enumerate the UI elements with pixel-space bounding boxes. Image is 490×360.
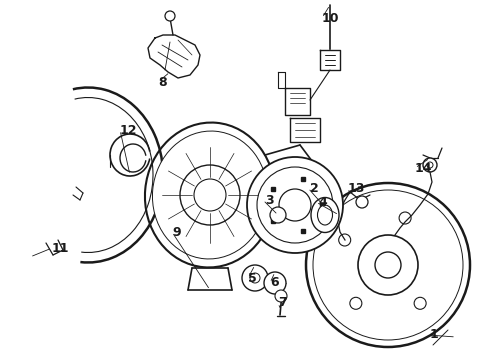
Circle shape xyxy=(306,183,470,347)
Circle shape xyxy=(275,290,287,302)
Text: 14: 14 xyxy=(415,162,433,175)
Circle shape xyxy=(423,158,437,172)
Text: 10: 10 xyxy=(322,12,340,24)
Circle shape xyxy=(356,196,368,208)
Text: 7: 7 xyxy=(278,297,287,310)
Text: 9: 9 xyxy=(172,225,181,238)
Text: 11: 11 xyxy=(52,242,70,255)
Circle shape xyxy=(279,189,311,221)
Ellipse shape xyxy=(311,198,339,233)
Text: 3: 3 xyxy=(265,194,273,207)
Text: 4: 4 xyxy=(318,195,327,208)
Circle shape xyxy=(358,235,418,295)
Circle shape xyxy=(250,273,260,283)
Text: 2: 2 xyxy=(310,181,319,194)
Polygon shape xyxy=(148,35,200,78)
Circle shape xyxy=(399,212,411,224)
Text: 13: 13 xyxy=(348,181,366,194)
Circle shape xyxy=(242,265,268,291)
Polygon shape xyxy=(278,72,285,88)
Polygon shape xyxy=(285,88,310,115)
Ellipse shape xyxy=(318,205,333,225)
Circle shape xyxy=(375,252,401,278)
Circle shape xyxy=(270,207,286,223)
Circle shape xyxy=(414,297,426,309)
Ellipse shape xyxy=(152,131,268,259)
Text: 6: 6 xyxy=(270,276,279,289)
Circle shape xyxy=(247,157,343,253)
Circle shape xyxy=(427,162,433,168)
Circle shape xyxy=(194,179,226,211)
Text: 1: 1 xyxy=(430,328,439,342)
Text: 12: 12 xyxy=(120,123,138,136)
Circle shape xyxy=(313,190,463,340)
Polygon shape xyxy=(320,50,340,70)
Circle shape xyxy=(180,165,240,225)
Circle shape xyxy=(350,297,362,309)
Polygon shape xyxy=(290,118,320,142)
Ellipse shape xyxy=(145,122,275,267)
Circle shape xyxy=(264,272,286,294)
Circle shape xyxy=(257,167,333,243)
Text: 5: 5 xyxy=(248,271,257,284)
Circle shape xyxy=(339,234,351,246)
Circle shape xyxy=(165,11,175,21)
Text: 8: 8 xyxy=(158,76,167,89)
